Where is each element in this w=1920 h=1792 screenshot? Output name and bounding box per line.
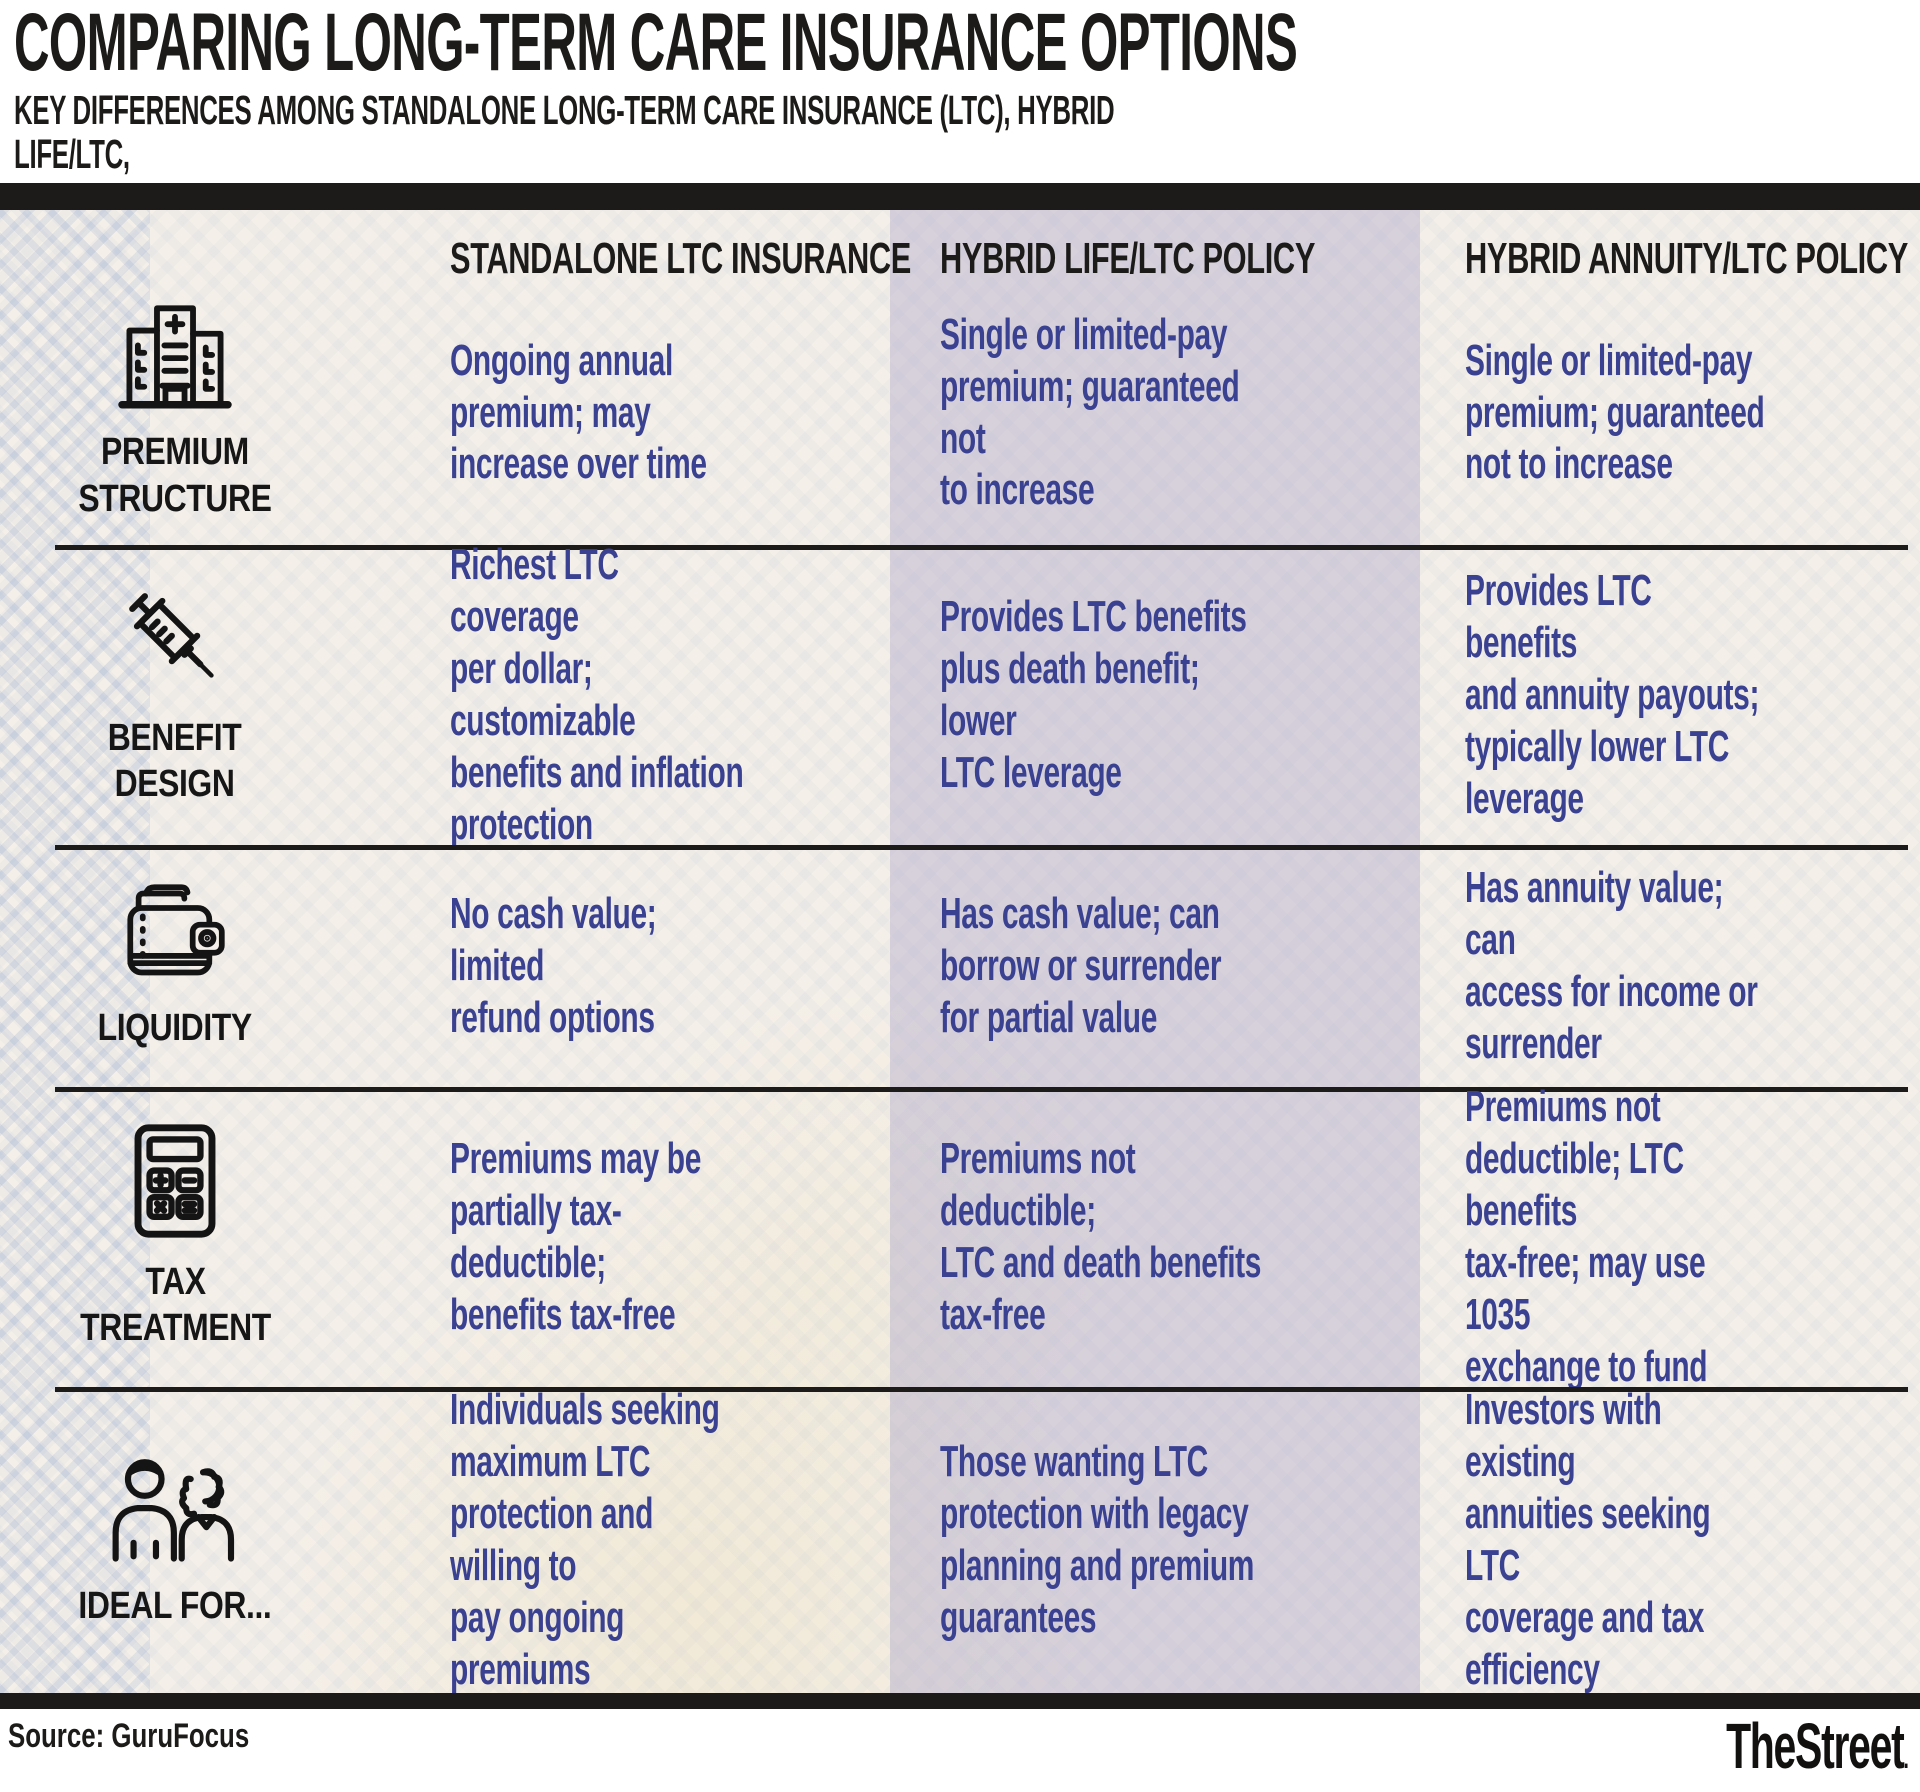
cell-tax-standalone: Premiums may be partially tax-deductible…	[450, 1134, 702, 1339]
footer: Source: GuruFocus TheStreet.	[0, 1709, 1920, 1792]
comparison-table: STANDALONE LTC INSURANCE HYBRID LIFE/LTC…	[0, 210, 1920, 1694]
row-label: LIQUIDITY	[97, 1006, 253, 1049]
column-header-hybrid-life: HYBRID LIFE/LTC POLICY	[940, 234, 1316, 283]
row-header-benefit-design: BENEFIT DESIGN	[55, 545, 295, 845]
highlight-column-band	[890, 210, 1420, 1693]
row-divider	[55, 1387, 1908, 1392]
cell-ideal-hybrid-annuity: Investors with existing annuities seekin…	[1465, 1385, 1711, 1694]
cell-benefit-hybrid-annuity: Provides LTC benefits and annuity payout…	[1465, 566, 1760, 823]
cell-tax-hybrid-life: Premiums not deductible; LTC and death b…	[940, 1134, 1262, 1339]
row-divider	[55, 545, 1908, 550]
syringe-icon	[116, 583, 234, 695]
row-header-ideal-for: IDEAL FOR...	[55, 1387, 295, 1693]
cell-liquidity-hybrid-life: Has cash value; can borrow or surrender …	[940, 889, 1222, 1042]
cell-ideal-hybrid-life: Those wanting LTC protection with legacy…	[940, 1437, 1255, 1642]
column-header-hybrid-annuity: HYBRID ANNUITY/LTC POLICY	[1465, 234, 1908, 283]
row-label: IDEAL FOR...	[78, 1584, 272, 1627]
row-divider	[55, 1087, 1908, 1092]
cell-tax-hybrid-annuity: Premiums not deductible; LTC benefits ta…	[1465, 1082, 1708, 1391]
couple-icon	[89, 1451, 261, 1563]
row-label: BENEFIT DESIGN	[108, 716, 242, 805]
row-label: TAX TREATMENT	[79, 1260, 271, 1349]
row-header-tax-treatment: TAX TREATMENT	[55, 1087, 295, 1387]
cell-premium-standalone: Ongoing annual premium; may increase ove…	[450, 335, 707, 489]
wallet-icon	[115, 881, 235, 985]
header: COMPARING LONG-TERM CARE INSURANCE OPTIO…	[0, 0, 1920, 221]
logo-period: .	[1903, 1742, 1909, 1775]
calculator-icon	[123, 1123, 227, 1239]
source-credit: Source: GuruFocus	[8, 1717, 250, 1755]
cell-liquidity-standalone: No cash value; limited refund options	[450, 889, 657, 1042]
page-title: COMPARING LONG-TERM CARE INSURANCE OPTIO…	[14, 0, 1298, 88]
row-header-liquidity: LIQUIDITY	[55, 845, 295, 1087]
row-divider	[55, 845, 1908, 850]
cell-ideal-standalone: Individuals seeking maximum LTC protecti…	[450, 1385, 720, 1694]
hospital-building-icon	[116, 303, 234, 409]
row-header-premium-structure: PREMIUM STRUCTURE	[55, 280, 295, 545]
footer-divider-bar	[0, 1693, 1920, 1709]
cell-liquidity-hybrid-annuity: Has annuity value; can access for income…	[1465, 863, 1758, 1068]
cell-premium-hybrid-annuity: Single or limited-pay premium; guarantee…	[1465, 335, 1765, 489]
row-label: PREMIUM STRUCTURE	[78, 431, 272, 520]
cell-premium-hybrid-life: Single or limited-pay premium; guarantee…	[940, 309, 1240, 515]
column-header-standalone: STANDALONE LTC INSURANCE	[450, 234, 912, 283]
header-divider-bar	[0, 183, 1920, 210]
thestreet-logo: TheStreet.	[1726, 1710, 1910, 1782]
cell-benefit-standalone: Richest LTC coverage per dollar; customi…	[450, 540, 744, 849]
cell-benefit-hybrid-life: Provides LTC benefits plus death benefit…	[940, 592, 1247, 797]
